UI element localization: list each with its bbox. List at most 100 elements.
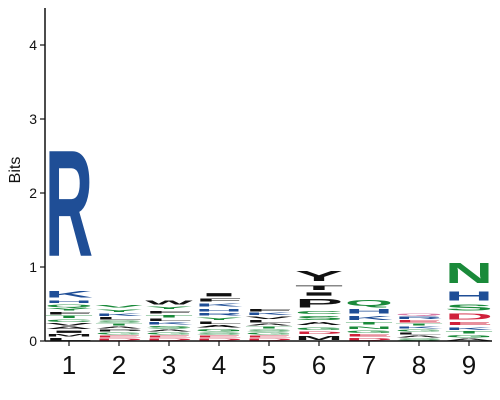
logo-letter: T	[95, 323, 143, 326]
logo-letter: E	[195, 335, 243, 338]
logo-letter: E	[245, 335, 293, 338]
logo-letter: F	[145, 310, 193, 314]
logo-letter: L	[45, 337, 93, 341]
logo-letter: D	[445, 312, 493, 321]
logo-letter: Y	[145, 305, 193, 309]
logo-letter: R	[395, 316, 443, 320]
logo-letter: G	[445, 334, 493, 338]
y-tick-label: 2	[29, 185, 37, 201]
logo-letter: S	[95, 320, 143, 323]
position-label: 1	[62, 350, 76, 380]
logo-letter: K	[45, 289, 93, 299]
logo-letter: P	[295, 296, 343, 309]
logo-letter: R	[45, 118, 93, 288]
position-label: 6	[312, 350, 326, 380]
position-label: 4	[212, 350, 226, 380]
logo-letter: D	[195, 338, 243, 341]
logo-letter: L	[195, 321, 243, 325]
logo-letter: L	[145, 318, 193, 322]
logo-letter: I	[295, 291, 343, 296]
logo-letter: F	[245, 308, 293, 312]
logo-letter: E	[95, 335, 143, 338]
logo-letter: G	[295, 326, 343, 330]
logo-letter: G	[145, 332, 193, 335]
logo-letter: T	[295, 284, 343, 291]
logo-letter: D	[145, 338, 193, 341]
y-tick-label: 3	[29, 111, 37, 127]
logo-letter: M	[45, 334, 93, 338]
position-label: 7	[362, 350, 376, 380]
logo-letter: N	[445, 257, 493, 289]
logo-letter: Q	[45, 304, 93, 308]
logo-letter: S	[195, 332, 243, 335]
logo-letter: Q	[395, 313, 443, 316]
logo-letter: D	[245, 338, 293, 341]
letter-stacks: LMIAVCTFYQHKRDEGPATSLKYVDEGASKLTFYWDESGA…	[45, 118, 493, 341]
logo-letter: K	[445, 326, 493, 330]
logo-letter: H	[45, 300, 93, 304]
logo-letter: Y	[45, 308, 93, 312]
position-label: 3	[162, 350, 176, 380]
y-tick-label: 4	[29, 37, 37, 53]
logo-letter: I	[195, 292, 243, 297]
logo-letter: Y	[295, 268, 343, 284]
logo-letter: Y	[95, 308, 143, 312]
y-axis-title: Bits	[7, 157, 24, 184]
logo-letter: D	[295, 331, 343, 335]
axes: 0 1 2 3 4 1 2 3 4 5 6 7 8 9	[29, 8, 492, 380]
logo-letter: G	[345, 330, 393, 334]
logo-letter: P	[95, 329, 143, 332]
logo-letter: D	[345, 337, 393, 341]
logo-letter: R	[195, 312, 243, 316]
logo-letter: G	[195, 328, 243, 332]
logo-letter: L	[95, 317, 143, 321]
logo-letter: L	[245, 320, 293, 324]
logo-letter: M	[295, 335, 343, 341]
position-label: 8	[412, 350, 426, 380]
logo-letter: S	[295, 315, 343, 321]
logo-letter: K	[145, 322, 193, 326]
logo-letter: E	[445, 321, 493, 326]
position-label: 5	[262, 350, 276, 380]
logo-letter: C	[45, 319, 93, 323]
logo-letter: I	[45, 330, 93, 334]
logo-letter: V	[45, 322, 93, 326]
logo-letter: G	[245, 332, 293, 335]
logo-letter: T	[45, 315, 93, 319]
y-tick-label: 0	[29, 333, 37, 349]
logo-letter: G	[95, 332, 143, 335]
logo-letter: A	[445, 338, 493, 341]
logo-letter: S	[395, 338, 443, 341]
logo-letter: S	[445, 303, 493, 312]
logo-letter: H	[195, 308, 243, 312]
logo-letter: A	[245, 323, 293, 326]
position-label: 9	[462, 350, 476, 380]
logo-letter: H	[345, 308, 393, 315]
logo-letter: G	[395, 329, 443, 332]
logo-letter: E	[145, 335, 193, 338]
logo-letter: T	[445, 331, 493, 335]
logo-letter: T	[345, 321, 393, 325]
logo-letter: V	[245, 316, 293, 320]
logo-letter: K	[95, 313, 143, 317]
logo-letter: Y	[195, 317, 243, 321]
logo-letter: C	[295, 310, 343, 315]
logo-letter: A	[395, 335, 443, 338]
logo-letter: T	[145, 314, 193, 318]
logo-letter: W	[145, 299, 193, 305]
logo-letter: H	[445, 289, 493, 303]
logo-letter: L	[395, 332, 443, 335]
logo-letter: S	[245, 329, 293, 332]
logo-letter: A	[145, 329, 193, 332]
logo-letter: A	[295, 321, 343, 326]
logo-letter: K	[345, 315, 393, 321]
logo-letter: S	[145, 325, 193, 329]
logo-letter: K	[195, 302, 243, 307]
logo-letter: N	[345, 325, 393, 329]
logo-letter: F	[195, 297, 243, 302]
logo-letter: T	[245, 326, 293, 329]
position-label: 2	[112, 350, 126, 380]
logo-letter: D	[95, 338, 143, 341]
logo-letter: Q	[345, 298, 393, 308]
